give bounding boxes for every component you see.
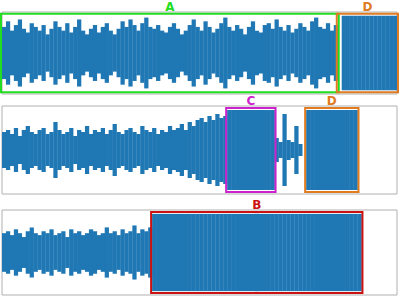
svg-text:D: D	[327, 94, 337, 108]
svg-text:C: C	[246, 94, 255, 108]
svg-text:B: B	[252, 198, 261, 212]
svg-text:D: D	[362, 0, 372, 14]
svg-text:A: A	[165, 0, 175, 14]
